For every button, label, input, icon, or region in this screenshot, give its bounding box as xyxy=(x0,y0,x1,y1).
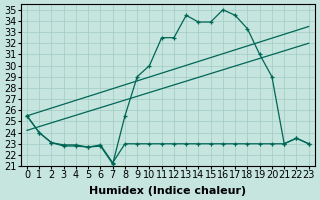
X-axis label: Humidex (Indice chaleur): Humidex (Indice chaleur) xyxy=(89,186,246,196)
